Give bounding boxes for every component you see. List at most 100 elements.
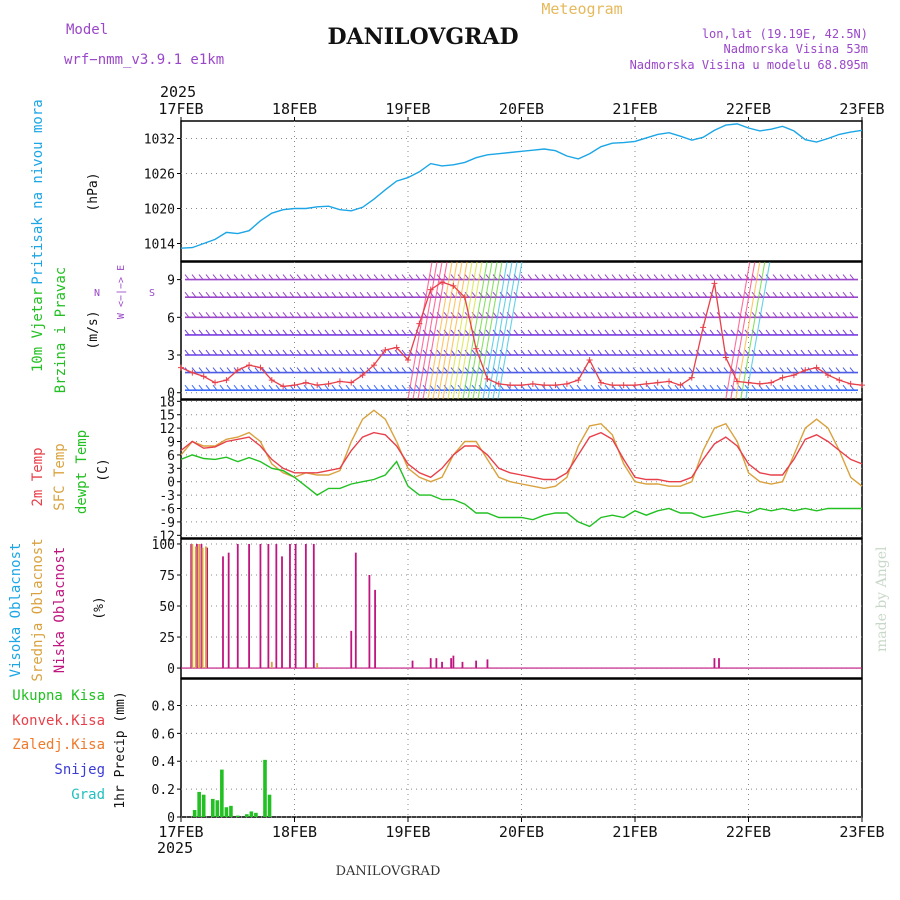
wind-barb [674,384,680,391]
wind-barb [289,274,295,280]
wind-barb [835,349,841,356]
lonlat-label: lon,lat (19.19E, 42.5N) [702,27,868,41]
pressure-unit: (hPa) [86,172,101,211]
wind-barb [590,367,596,373]
wind-barb [499,311,505,318]
wind-barb [219,311,225,318]
cloud-ylabel-mid: Srednja Oblacnost [30,538,46,681]
wind-barb [534,291,540,298]
wind-barb [646,311,652,318]
wind-barb [457,311,463,318]
wind-barb [632,367,638,373]
wind-speed-marker [643,380,650,387]
precip-bars [192,759,272,817]
wind-barb [324,274,330,280]
wind-barb [702,329,708,336]
wind-barb [527,311,533,318]
wind-barb [408,384,414,391]
wind-barb [709,384,715,391]
wind-barb [723,329,729,336]
wind-barb [191,291,197,298]
y-tick-label: 9 [167,436,175,451]
wind-barb [387,367,393,373]
cloud-bar [294,543,297,669]
wind-barb [331,349,337,356]
wind-barb [499,367,505,373]
wind-barb [296,384,302,391]
wind-barb [632,329,638,336]
wind-speed-marker [461,294,468,301]
wind-barb [674,329,680,336]
wind-barb [583,274,589,280]
wind-barb [184,311,190,318]
wind-barb [667,311,673,318]
y-tick-label: 6 [167,311,175,326]
wind-barb [380,384,386,391]
wind-compass-north: N [94,288,100,299]
wind-barb [625,291,631,298]
wind-barb [590,291,596,298]
credit-label: made by Angel [874,546,890,652]
wind-barb [807,349,813,356]
wind-barb [716,349,722,356]
wind-barb [520,291,526,298]
wind-barb [772,329,778,336]
x-tick-label-bottom: 23FEB [839,823,884,841]
wind-barb [226,367,232,373]
wind-barb [429,349,435,356]
wind-barb [562,274,568,280]
wind-barb [212,274,218,280]
wind-barb [506,291,512,298]
wind-barb [758,367,764,373]
precip-bar [267,794,272,817]
wind-barb [366,291,372,298]
wind-barb [296,274,302,280]
wind-speed-marker [666,378,673,385]
wind-barb [709,329,715,336]
precip-unit: 1hr Precip (mm) [113,691,128,808]
wind-barb [618,384,624,391]
wind-barb [667,367,673,373]
wind-barb [681,311,687,318]
y-tick-label: 1026 [144,168,175,183]
temperature-grid [181,400,862,538]
precip-bar [249,811,254,817]
wind-barb [548,329,554,336]
cloud-bar [275,543,278,669]
wind-barb [695,367,701,373]
wind-barb [681,367,687,373]
cloud-bar [206,547,209,669]
cloud-bar [368,574,371,669]
wind-barb [653,367,659,373]
wind-barb [527,274,533,280]
wind-barb [639,311,645,318]
wind-speed-marker [348,379,355,386]
wind-barb [709,311,715,318]
y-tick-label: 50 [159,600,175,615]
wind-barb [233,384,239,391]
cloud-bars [181,543,862,669]
precip-bar [224,807,229,817]
precip-legend-snow: Snijeg [54,762,105,778]
wind-barb [730,291,736,298]
wind-barb [240,311,246,318]
wind-barb [310,291,316,298]
wind-barb [205,367,211,373]
gust-hatch [427,261,453,400]
gust-hatch [457,261,483,400]
wind-barb [366,274,372,280]
cloud-bar [289,543,291,669]
wind-barb [338,291,344,298]
wind-barb [198,329,204,336]
wind-barb [569,367,575,373]
x-tick-label-bottom: 21FEB [612,823,657,841]
wind-barb [765,291,771,298]
wind-barb [681,329,687,336]
wind-barb [317,384,323,391]
wind-barb [625,384,631,391]
wind-speed-marker [541,382,548,389]
wind-barb [814,311,820,318]
wind-barb [394,384,400,391]
wind-barb [786,274,792,280]
